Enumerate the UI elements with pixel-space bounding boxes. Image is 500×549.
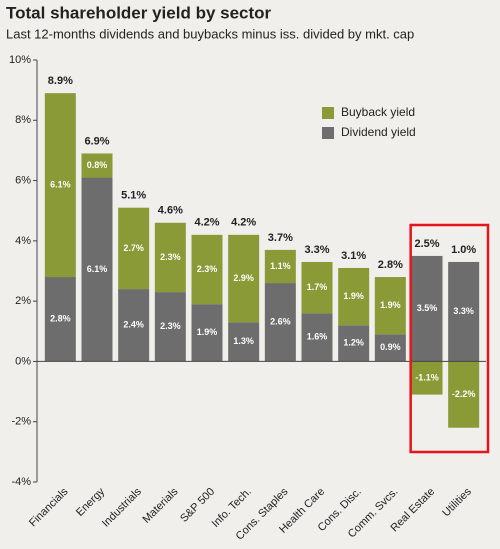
y-tick-label: 4% <box>15 235 31 247</box>
value-label: 3.5% <box>417 303 438 313</box>
value-label: 6.1% <box>87 264 108 274</box>
bar-segment <box>44 93 76 278</box>
bar-segment <box>191 304 223 362</box>
bar-segment <box>118 289 150 362</box>
value-label: 2.7% <box>123 243 144 253</box>
value-label: 2.6% <box>270 317 291 327</box>
highlight-box <box>409 223 490 454</box>
bar-segment <box>154 222 186 293</box>
value-label: 3.3% <box>453 306 474 316</box>
y-tick-label: 8% <box>15 114 31 126</box>
bar-segment <box>411 255 443 362</box>
bar-segment <box>264 283 296 362</box>
y-tick-label: 0% <box>15 355 31 367</box>
total-label: 3.7% <box>268 232 293 244</box>
total-label: 3.3% <box>304 244 329 256</box>
total-label: 2.5% <box>414 238 439 250</box>
total-label: 4.6% <box>158 205 183 217</box>
total-label: 8.9% <box>48 75 73 87</box>
bar-segment <box>448 261 480 362</box>
bar-segment <box>374 277 406 335</box>
total-label: 2.8% <box>378 259 403 271</box>
total-label: 3.1% <box>341 250 366 262</box>
value-label: 6.1% <box>50 179 71 189</box>
value-label: 2.8% <box>50 314 71 324</box>
value-label: 0.9% <box>380 342 401 352</box>
value-label: 1.2% <box>343 338 364 348</box>
bar-segment <box>264 249 296 284</box>
legend-swatch <box>322 127 334 139</box>
bar-segment <box>228 234 260 323</box>
value-label: 2.3% <box>160 252 181 262</box>
bar-segment <box>81 177 113 362</box>
bar-segment <box>411 361 443 395</box>
legend-label: Dividend yield <box>341 125 416 139</box>
bar-segment <box>44 277 76 362</box>
bar-segment <box>191 234 223 305</box>
total-label: 4.2% <box>194 217 219 229</box>
value-label: 2.4% <box>123 320 144 330</box>
value-label: 0.8% <box>87 160 108 170</box>
bar-segment <box>338 267 370 326</box>
total-label: 6.9% <box>84 135 109 147</box>
total-label: 1.0% <box>451 244 476 256</box>
bar-segment <box>374 334 406 362</box>
y-tick-label: -2% <box>11 416 31 428</box>
value-label: 2.9% <box>233 273 254 283</box>
y-tick-label: 10% <box>9 54 31 66</box>
value-label: 2.3% <box>160 321 181 331</box>
value-label: 1.6% <box>307 332 328 342</box>
bar-segment <box>228 322 260 362</box>
bar-segment <box>338 325 370 362</box>
bar-segment <box>448 361 480 428</box>
legend-label: Buyback yield <box>341 105 415 119</box>
value-label: 1.7% <box>307 282 328 292</box>
value-label: 1.9% <box>343 291 364 301</box>
value-label: 1.9% <box>380 300 401 310</box>
legend-swatch <box>322 107 334 119</box>
value-label: 1.9% <box>197 327 218 337</box>
value-label: -1.1% <box>415 372 439 382</box>
bar-segment <box>154 292 186 362</box>
value-label: -2.2% <box>452 389 476 399</box>
bar-segment <box>301 313 333 362</box>
bar-segment <box>81 153 113 178</box>
value-label: 1.1% <box>270 261 291 271</box>
y-tick-label: -4% <box>11 476 31 488</box>
y-tick-label: 6% <box>15 174 31 186</box>
bar-segment <box>118 207 150 290</box>
value-label: 1.3% <box>233 336 254 346</box>
chart-subtitle: Last 12-months dividends and buybacks mi… <box>6 26 414 41</box>
bar-segment <box>301 261 333 314</box>
chart-title: Total shareholder yield by sector <box>6 3 272 22</box>
y-tick-label: 2% <box>15 295 31 307</box>
value-label: 2.3% <box>197 264 218 274</box>
total-label: 4.2% <box>231 217 256 229</box>
total-label: 5.1% <box>121 190 146 202</box>
